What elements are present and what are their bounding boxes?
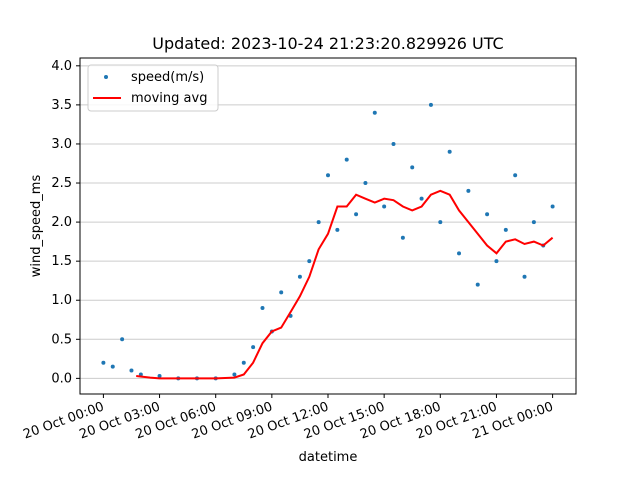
y-tick-label: 3.0	[51, 137, 72, 152]
moving-average-line	[136, 189, 554, 380]
legend-label-speed: speed(m/s)	[131, 70, 204, 85]
y-tick-label: 1.0	[51, 293, 72, 308]
y-tick-label: 2.5	[51, 176, 72, 191]
x-axis-title: datetime	[299, 450, 358, 465]
scatter-point	[297, 274, 302, 279]
scatter-point	[232, 372, 237, 377]
scatter-point	[279, 290, 284, 295]
scatter-point	[344, 157, 349, 162]
scatter-point	[447, 149, 452, 154]
scatter-point	[260, 306, 265, 311]
scatter-point	[522, 274, 527, 279]
scatter-point	[251, 345, 256, 350]
legend-marker-speed	[104, 75, 108, 79]
scatter-point	[120, 337, 125, 342]
scatter-point	[382, 204, 387, 209]
scatter-point	[391, 141, 396, 146]
scatter-point	[101, 360, 106, 365]
legend: speed(m/s) moving avg	[87, 64, 219, 112]
scatter-point	[157, 374, 162, 379]
scatter-point	[466, 188, 471, 193]
scatter-point	[326, 173, 330, 178]
scatter-point	[419, 196, 424, 201]
scatter-point	[531, 220, 536, 225]
y-tick-label: 2.0	[51, 215, 72, 230]
scatter-point	[316, 220, 321, 225]
scatter-point	[513, 173, 518, 178]
scatter-point	[494, 259, 499, 264]
y-tick-label: 4.0	[51, 59, 72, 74]
gridlines	[80, 65, 576, 379]
scatter-point	[307, 259, 312, 264]
scatter-point	[438, 220, 443, 225]
scatter-point	[241, 360, 246, 365]
scatter-point	[457, 251, 462, 256]
moving-average-series	[136, 189, 554, 380]
scatter-point	[550, 204, 555, 209]
y-tick-label: 0.0	[51, 371, 72, 386]
scatter-point	[410, 165, 415, 170]
scatter-series	[101, 102, 555, 381]
scatter-point	[400, 235, 405, 240]
y-tick-label: 0.5	[51, 332, 72, 347]
scatter-point	[503, 227, 508, 232]
y-tick-label: 1.5	[51, 254, 72, 269]
scatter-point	[485, 212, 490, 217]
scatter-point	[129, 368, 134, 373]
scatter-point	[354, 212, 359, 217]
scatter-point	[372, 110, 377, 115]
y-axis: 0.0 0.5 1.0 1.5 2.0 2.5 3.0 3.5 4.0	[51, 59, 80, 386]
y-axis-title: wind_speed_ms	[29, 175, 44, 278]
y-tick-label: 3.5	[51, 98, 72, 113]
scatter-point	[475, 282, 480, 287]
scatter-point	[335, 227, 340, 232]
legend-label-moving-avg: moving avg	[131, 91, 207, 106]
scatter-point	[110, 364, 115, 369]
legend-box	[87, 64, 219, 112]
scatter-point	[428, 102, 433, 107]
chart-title: Updated: 2023-10-24 21:23:20.829926 UTC	[152, 34, 503, 53]
scatter-point	[363, 181, 368, 186]
